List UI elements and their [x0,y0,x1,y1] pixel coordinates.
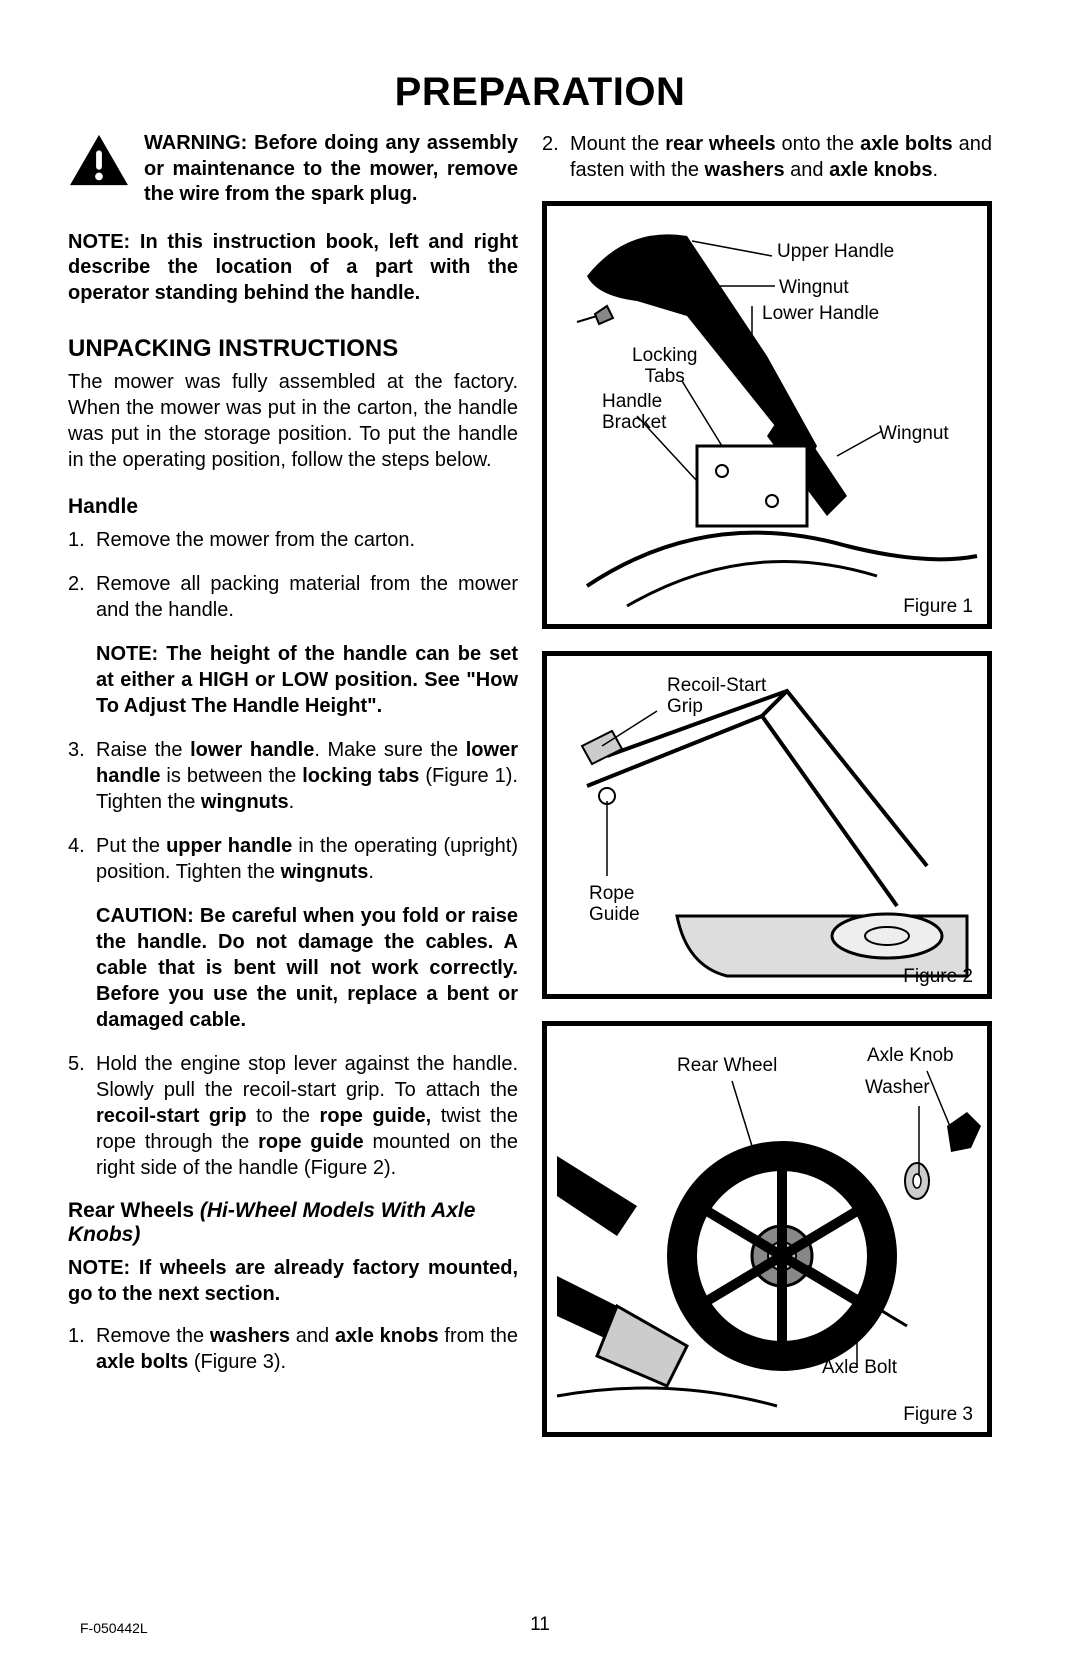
figure-1: Upper Handle Wingnut Lower Handle Lockin… [542,201,992,629]
unpacking-heading: UNPACKING INSTRUCTIONS [68,335,518,363]
figure-3: Rear Wheel Axle Knob Washer Axle Bolt Fi… [542,1021,992,1437]
fig3-label-axle-knob: Axle Knob [867,1046,954,1067]
fig3-label-axle-bolt: Axle Bolt [822,1358,897,1379]
fig3-label-rear-wheel: Rear Wheel [677,1056,777,1077]
warning-icon [68,133,130,189]
right-column: Mount the rear wheels onto the axle bolt… [542,131,992,1437]
rear-wheels-steps: Remove the washers and axle knobs from t… [68,1323,518,1375]
figure-2-illustration [547,656,987,994]
fig2-label-rope-guide: Rope Guide [589,884,640,926]
handle-step-5: Hold the engine stop lever against the h… [68,1051,518,1181]
warning-text: WARNING: Before doing any assembly or ma… [144,131,518,208]
rear-wheels-heading-plain: Rear Wheels [68,1199,200,1222]
handle-steps-cont2: Hold the engine stop lever against the h… [68,1051,518,1181]
handle-step-2: Remove all packing material from the mow… [68,571,518,623]
fig1-label-upper-handle: Upper Handle [777,242,894,263]
rear-wheels-step-2: Mount the rear wheels onto the axle bolt… [542,131,992,183]
handle-step-3: Raise the lower handle. Make sure the lo… [68,737,518,815]
fig2-caption: Figure 2 [903,966,973,988]
fig1-caption: Figure 1 [903,596,973,618]
handle-step-4: Put the upper handle in the operating (u… [68,833,518,885]
two-column-layout: WARNING: Before doing any assembly or ma… [68,131,1012,1437]
unpacking-intro: The mower was fully assembled at the fac… [68,369,518,473]
fig3-caption: Figure 3 [903,1404,973,1426]
fig1-label-lower-handle: Lower Handle [762,304,879,325]
rear-wheels-step-1: Remove the washers and axle knobs from t… [68,1323,518,1375]
fig1-label-locking-tabs: Locking Tabs [632,346,698,388]
page-title: PREPARATION [68,70,1012,115]
fig1-label-handle-bracket: Handle Bracket [602,392,666,434]
fig2-label-recoil-start: Recoil-Start Grip [667,676,766,718]
doc-code: F-050442L [80,1620,148,1636]
page-number: 11 [0,1614,1080,1636]
warning-block: WARNING: Before doing any assembly or ma… [68,131,518,208]
fig1-label-wingnut-right: Wingnut [879,424,949,445]
left-column: WARNING: Before doing any assembly or ma… [68,131,518,1437]
fig1-label-wingnut-top: Wingnut [779,278,849,299]
handle-heading: Handle [68,495,518,519]
handle-steps-cont: Raise the lower handle. Make sure the lo… [68,737,518,885]
handle-caution: CAUTION: Be careful when you fold or rai… [96,903,518,1033]
figure-2: Recoil-Start Grip Rope Guide Figure 2 [542,651,992,999]
rear-wheels-heading: Rear Wheels (Hi-Wheel Models With Axle K… [68,1199,518,1247]
rear-wheels-note: NOTE: If wheels are already factory moun… [68,1255,518,1307]
handle-steps: Remove the mower from the carton. Remove… [68,527,518,623]
handle-step-1: Remove the mower from the carton. [68,527,518,553]
handle-height-note: NOTE: The height of the handle can be se… [96,641,518,719]
fig3-label-washer: Washer [865,1078,930,1099]
note-orientation: NOTE: In this instruction book, left and… [68,230,518,307]
